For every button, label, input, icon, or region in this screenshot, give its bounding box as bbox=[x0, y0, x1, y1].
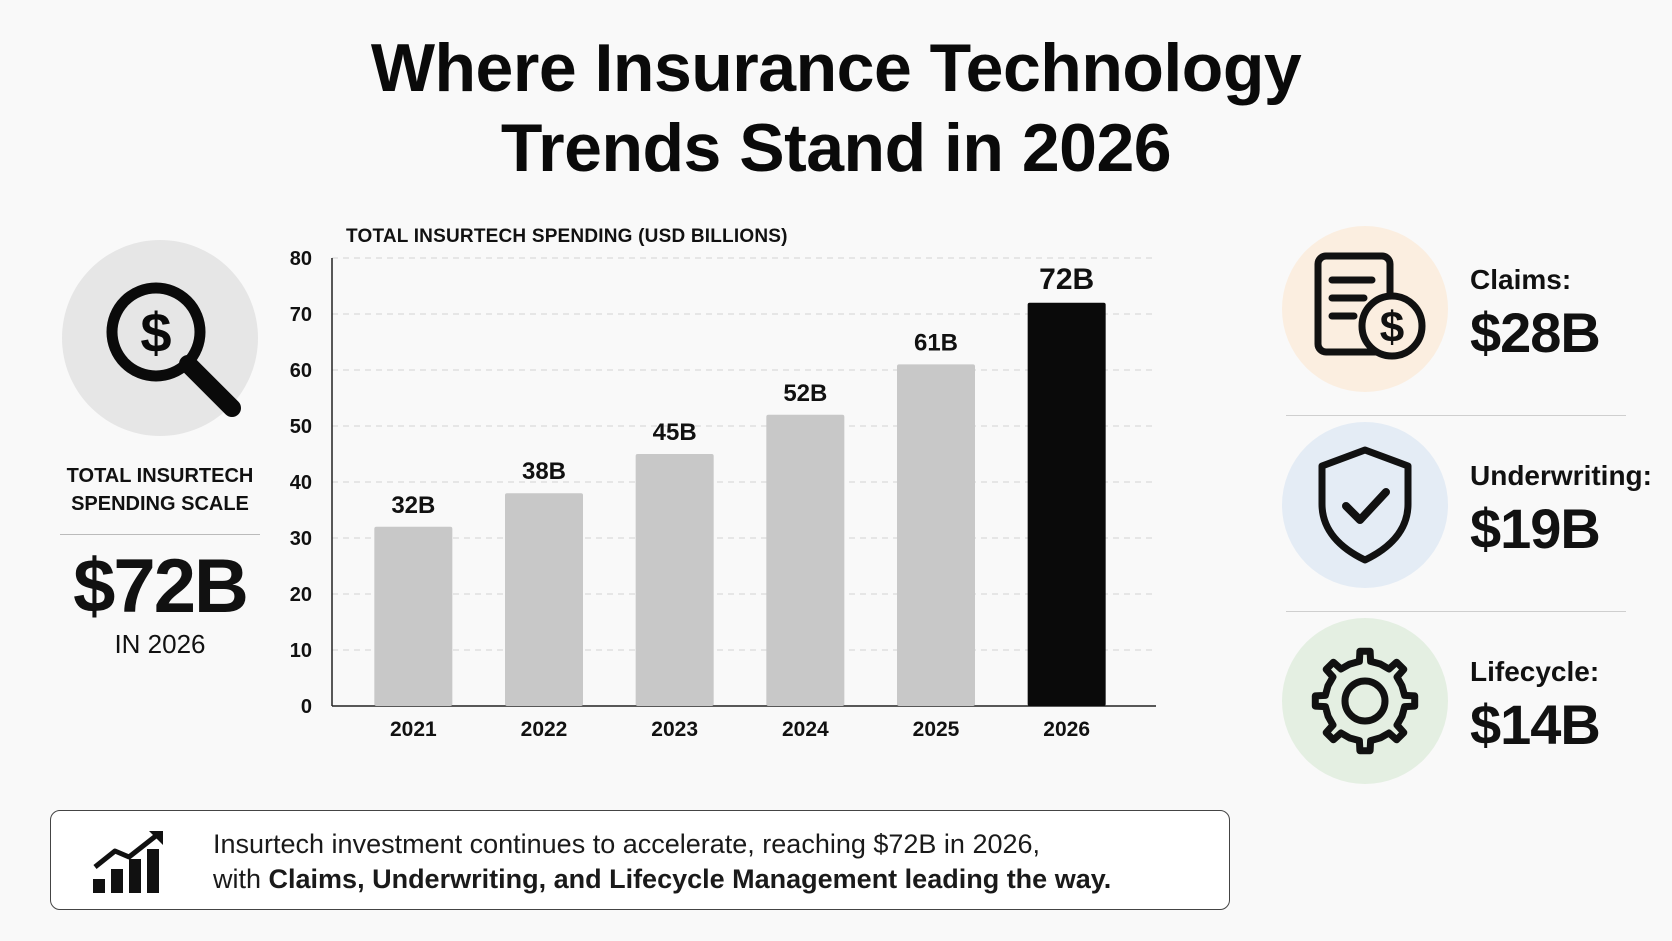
note-line-2-prefix: with bbox=[213, 864, 269, 894]
bar bbox=[897, 364, 975, 706]
y-tick-label: 0 bbox=[301, 696, 312, 718]
category-value: $28B bbox=[1470, 301, 1601, 364]
bar bbox=[1027, 302, 1106, 706]
gear-hole bbox=[1341, 677, 1389, 725]
category-circle bbox=[1282, 618, 1448, 784]
category-lifecycle: Lifecycle: $14B bbox=[1280, 614, 1650, 810]
category-name: Lifecycle: bbox=[1470, 656, 1600, 687]
category-circle: $ bbox=[1282, 226, 1448, 392]
title-line-1: Where Insurance Technology bbox=[370, 30, 1302, 106]
total-spending-label: TOTAL INSURTECH SPENDING SCALE bbox=[40, 462, 280, 518]
total-spending-panel: $ TOTAL INSURTECH SPENDING SCALE $72B IN… bbox=[40, 240, 280, 659]
title-line-2: Trends Stand in 2026 bbox=[500, 110, 1172, 186]
y-tick-label: 40 bbox=[290, 472, 312, 494]
category-underwriting: Underwriting: $19B bbox=[1280, 418, 1652, 614]
note-line-2: with Claims, Underwriting, and Lifecycle… bbox=[213, 862, 1111, 897]
gear-icon bbox=[1311, 647, 1419, 755]
data-label: 32B bbox=[391, 492, 435, 519]
x-tick-label: 2023 bbox=[651, 718, 698, 741]
x-tick-label: 2026 bbox=[1043, 718, 1090, 741]
label-line-1: TOTAL INSURTECH bbox=[66, 465, 254, 487]
data-label: 38B bbox=[522, 458, 566, 485]
x-tick-label: 2025 bbox=[913, 718, 960, 741]
gear-outline bbox=[1311, 647, 1419, 755]
data-label: 52B bbox=[783, 380, 827, 407]
data-label: 45B bbox=[653, 419, 697, 446]
y-tick-label: 20 bbox=[290, 584, 312, 606]
data-label: 72B bbox=[1039, 263, 1094, 296]
category-divider bbox=[1286, 415, 1626, 416]
x-tick-label: 2022 bbox=[521, 718, 568, 741]
category-circle bbox=[1282, 422, 1448, 588]
y-tick-label: 80 bbox=[290, 250, 312, 270]
x-tick-label: 2021 bbox=[390, 718, 437, 741]
note-line-1: Insurtech investment continues to accele… bbox=[213, 829, 1041, 859]
category-value: $19B bbox=[1470, 497, 1601, 560]
category-value: $14B bbox=[1470, 693, 1601, 756]
bar bbox=[766, 414, 845, 706]
x-tick-label: 2024 bbox=[782, 718, 829, 741]
page-title: Where Insurance Technology Trends Stand … bbox=[0, 28, 1672, 188]
svg-text:$: $ bbox=[140, 301, 171, 364]
y-tick-label: 60 bbox=[290, 360, 312, 382]
category-name: Underwriting: bbox=[1470, 460, 1652, 491]
bar bbox=[505, 493, 583, 706]
spending-bar-chart: 0 10 20 30 40 50 60 70 80 32B 2021 38B 2022 45B 2023 52… bbox=[290, 250, 1156, 741]
bar bbox=[635, 454, 714, 706]
summary-note: Insurtech investment continues to accele… bbox=[50, 810, 1230, 910]
y-tick-label: 50 bbox=[290, 416, 312, 438]
shield-check-icon bbox=[1318, 446, 1412, 564]
y-tick-label: 30 bbox=[290, 528, 312, 550]
chart-title: TOTAL INSURTECH SPENDING (USD BILLIONS) bbox=[346, 226, 788, 247]
svg-text:$: $ bbox=[1380, 303, 1404, 352]
category-divider bbox=[1286, 611, 1626, 612]
document-dollar-icon: $ bbox=[1314, 252, 1426, 360]
label-line-2: SPENDING SCALE bbox=[71, 493, 249, 515]
note-text: Insurtech investment continues to accele… bbox=[213, 827, 1111, 897]
category-breakdown-panel: $ Claims: $28B Underwriting: $19B Lifecy… bbox=[1280, 222, 1652, 810]
total-spending-value: $72B bbox=[73, 544, 249, 629]
category-name: Claims: bbox=[1470, 264, 1572, 295]
note-line-2-bold: Claims, Underwriting, and Lifecycle Mana… bbox=[268, 864, 1112, 894]
magnifier-dollar-icon: $ bbox=[106, 282, 241, 417]
total-spending-year: IN 2026 bbox=[114, 629, 206, 659]
y-tick-label: 10 bbox=[290, 640, 312, 662]
bar bbox=[374, 526, 453, 706]
magnifier-dollar-icon-circle: $ bbox=[62, 240, 258, 436]
y-tick-label: 70 bbox=[290, 304, 312, 326]
category-claims: $ Claims: $28B bbox=[1280, 222, 1650, 418]
growth-chart-icon bbox=[93, 831, 163, 893]
left-divider bbox=[60, 534, 260, 535]
data-label: 61B bbox=[914, 329, 958, 356]
